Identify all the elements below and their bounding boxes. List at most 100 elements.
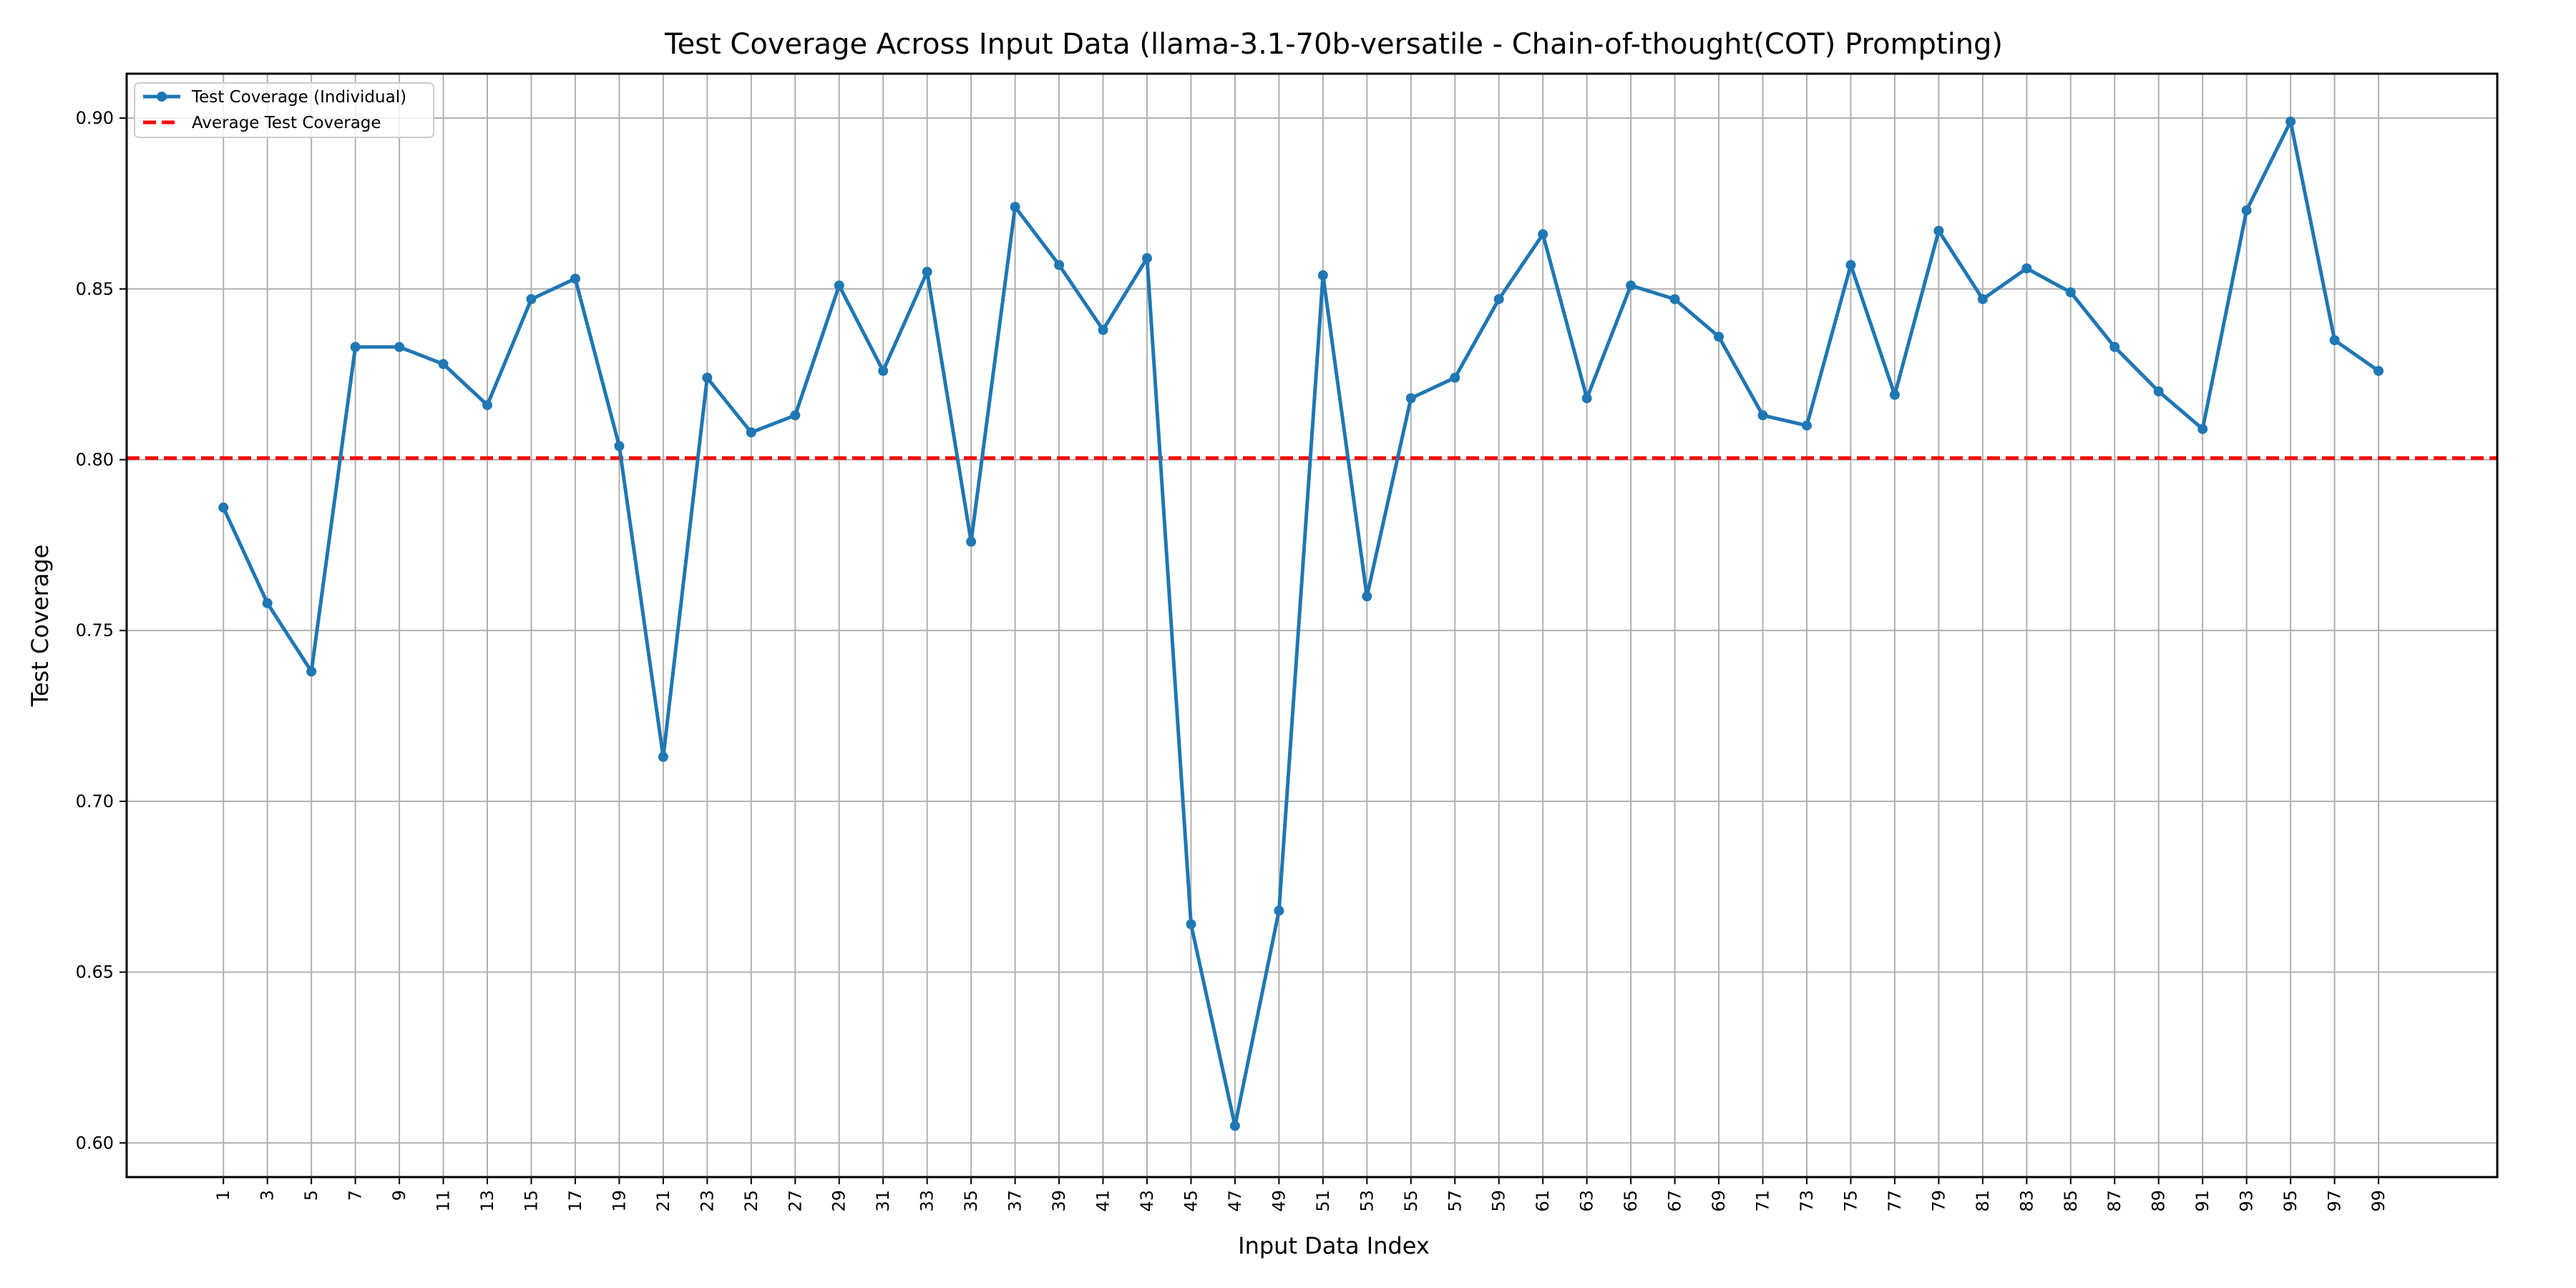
x-tick-label: 31 bbox=[873, 1190, 893, 1212]
x-tick-label: 13 bbox=[477, 1190, 497, 1212]
legend-label-average: Average Test Coverage bbox=[192, 114, 381, 132]
coverage-data-point bbox=[350, 341, 361, 352]
coverage-data-point bbox=[966, 537, 977, 547]
coverage-data-point bbox=[1845, 260, 1856, 270]
x-tick-label: 67 bbox=[1665, 1190, 1685, 1212]
x-tick-label: 65 bbox=[1621, 1190, 1641, 1212]
x-tick-label: 93 bbox=[2237, 1190, 2257, 1212]
legend-box bbox=[134, 82, 434, 138]
x-tick-label: 43 bbox=[1137, 1190, 1157, 1212]
y-tick-label: 0.85 bbox=[76, 279, 114, 299]
coverage-data-point bbox=[878, 366, 889, 376]
x-tick-label: 81 bbox=[1973, 1190, 1993, 1212]
coverage-data-point bbox=[1977, 294, 1988, 305]
coverage-data-point bbox=[2197, 424, 2208, 434]
coverage-data-point bbox=[1450, 372, 1460, 383]
x-tick-label: 9 bbox=[389, 1190, 409, 1201]
x-tick-label: 23 bbox=[697, 1190, 717, 1212]
coverage-data-point bbox=[2373, 366, 2384, 376]
x-tick-label: 1 bbox=[213, 1190, 233, 1201]
x-tick-label: 85 bbox=[2061, 1190, 2081, 1212]
x-tick-label: 55 bbox=[1401, 1190, 1421, 1212]
x-tick-label: 45 bbox=[1181, 1190, 1201, 1212]
coverage-data-point bbox=[1714, 331, 1724, 342]
coverage-series-line bbox=[221, 119, 2380, 1128]
coverage-data-point bbox=[1757, 410, 1768, 421]
coverage-data-point bbox=[790, 410, 801, 421]
x-tick-label: 95 bbox=[2280, 1190, 2301, 1212]
x-tick-label: 71 bbox=[1753, 1190, 1773, 1212]
legend-label-individual: Test Coverage (Individual) bbox=[191, 88, 406, 107]
x-tick-label: 59 bbox=[1489, 1190, 1509, 1212]
coverage-data-point bbox=[1538, 229, 1548, 240]
x-tick-label: 57 bbox=[1445, 1190, 1465, 1212]
coverage-data-point bbox=[306, 666, 317, 677]
y-tick-label: 0.70 bbox=[76, 791, 114, 811]
x-tick-label: 5 bbox=[301, 1190, 321, 1201]
legend: Test Coverage (Individual) Average Test … bbox=[134, 82, 434, 138]
legend-marker-individual bbox=[157, 92, 167, 102]
coverage-data-point bbox=[2329, 335, 2340, 346]
coverage-data-point bbox=[262, 597, 273, 608]
coverage-data-point bbox=[2065, 287, 2076, 298]
coverage-data-point bbox=[1933, 225, 1944, 236]
coverage-data-point bbox=[1142, 253, 1153, 263]
y-tick-label: 0.65 bbox=[76, 962, 114, 982]
coverage-data-point bbox=[1581, 393, 1592, 404]
x-tick-label: 19 bbox=[609, 1190, 629, 1212]
grid-lines bbox=[127, 74, 2497, 1177]
x-tick-label: 21 bbox=[653, 1190, 673, 1212]
x-tick-label: 39 bbox=[1049, 1190, 1069, 1212]
coverage-data-point bbox=[1317, 270, 1328, 280]
plot-area-frame bbox=[125, 72, 2499, 1179]
coverage-data-point bbox=[1801, 420, 1812, 431]
x-tick-label: 99 bbox=[2368, 1190, 2389, 1212]
coverage-data-point bbox=[922, 266, 932, 277]
x-tick-label: 49 bbox=[1269, 1190, 1289, 1212]
x-tick-label: 89 bbox=[2149, 1190, 2169, 1212]
x-tick-label: 91 bbox=[2192, 1190, 2212, 1212]
x-tick-label: 73 bbox=[1797, 1190, 1817, 1212]
coverage-data-point bbox=[1010, 202, 1020, 213]
coverage-data-point bbox=[482, 400, 493, 411]
x-tick-label: 83 bbox=[2016, 1190, 2036, 1212]
x-tick-label: 3 bbox=[258, 1190, 278, 1201]
x-tick-label: 17 bbox=[565, 1190, 585, 1212]
x-tick-label: 47 bbox=[1225, 1190, 1245, 1212]
x-tick-label: 87 bbox=[2104, 1190, 2124, 1212]
x-tick-label: 37 bbox=[1005, 1190, 1025, 1212]
coverage-data-point bbox=[1098, 325, 1108, 336]
coverage-data-point bbox=[1274, 905, 1284, 916]
x-tick-label: 35 bbox=[961, 1190, 981, 1212]
coverage-data-point bbox=[702, 372, 713, 383]
coverage-data-point bbox=[1626, 280, 1636, 291]
coverage-data-point bbox=[1054, 260, 1065, 270]
x-tick-label: 7 bbox=[346, 1190, 366, 1201]
coverage-data-point bbox=[218, 502, 229, 513]
coverage-data-point bbox=[2021, 263, 2032, 274]
y-axis-label: Test Coverage bbox=[26, 545, 54, 708]
coverage-data-point bbox=[1669, 294, 1680, 305]
x-tick-label: 27 bbox=[785, 1190, 805, 1212]
x-tick-label: 97 bbox=[2325, 1190, 2345, 1212]
coverage-data-point bbox=[1186, 919, 1196, 930]
coverage-data-point bbox=[834, 280, 844, 291]
coverage-data-point bbox=[1362, 591, 1372, 602]
y-tick-label: 0.75 bbox=[76, 620, 114, 640]
coverage-data-point bbox=[746, 427, 756, 438]
coverage-data-point bbox=[2153, 386, 2164, 396]
coverage-data-point bbox=[2285, 116, 2296, 127]
x-tick-label: 29 bbox=[829, 1190, 849, 1212]
coverage-data-point bbox=[1889, 389, 1900, 400]
x-tick-label: 15 bbox=[521, 1190, 541, 1212]
x-tick-label: 61 bbox=[1533, 1190, 1553, 1212]
x-tick-label: 69 bbox=[1709, 1190, 1729, 1212]
x-tick-label: 77 bbox=[1885, 1190, 1905, 1212]
coverage-data-point bbox=[438, 358, 449, 369]
x-tick-label: 11 bbox=[434, 1190, 454, 1212]
y-tick-label: 0.90 bbox=[76, 108, 114, 128]
x-axis-ticks: 1 3 5 7 9 11 13 15 17 19 21 23 25 27 29 31 33 35 37 39 41 43 4… bbox=[213, 1177, 2389, 1212]
x-tick-label: 63 bbox=[1577, 1190, 1597, 1212]
y-axis-ticks: 0.60 0.65 0.70 0.75 0.80 0.85 0.90 bbox=[76, 108, 127, 1153]
